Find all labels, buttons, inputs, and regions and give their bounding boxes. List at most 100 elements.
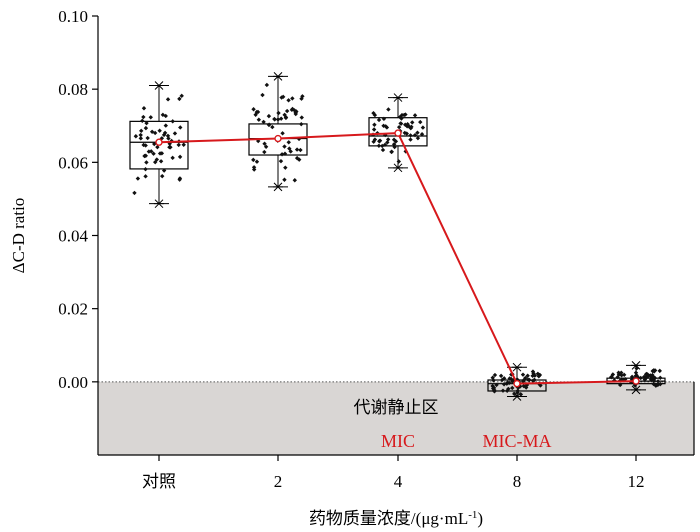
x-tick-label: 4 bbox=[394, 472, 403, 491]
data-point bbox=[260, 92, 265, 98]
data-point bbox=[255, 109, 261, 115]
mean-marker bbox=[513, 379, 521, 388]
data-point bbox=[144, 160, 149, 165]
data-point bbox=[143, 174, 148, 179]
data-point bbox=[256, 117, 262, 122]
data-point bbox=[278, 116, 284, 121]
data-point bbox=[145, 135, 150, 141]
data-point bbox=[141, 114, 146, 120]
data-point bbox=[653, 383, 659, 388]
data-point bbox=[507, 376, 512, 381]
mean-marker bbox=[632, 377, 640, 385]
mean-trend-line bbox=[158, 132, 637, 385]
data-point bbox=[141, 106, 147, 111]
data-point bbox=[294, 155, 300, 161]
data-point bbox=[498, 373, 504, 379]
data-point bbox=[391, 142, 397, 147]
data-point bbox=[521, 383, 526, 389]
box-4 bbox=[368, 93, 428, 173]
x-tick-label: 2 bbox=[274, 472, 283, 491]
data-point bbox=[135, 176, 141, 181]
extreme-marker bbox=[154, 199, 164, 209]
data-point bbox=[262, 141, 267, 146]
data-point bbox=[292, 178, 297, 183]
data-point bbox=[154, 157, 160, 162]
data-point bbox=[629, 374, 635, 380]
data-point bbox=[520, 372, 526, 377]
data-point bbox=[492, 389, 497, 394]
zone-label: 代谢静止区 bbox=[354, 398, 439, 418]
data-point bbox=[494, 382, 499, 388]
extreme-marker bbox=[631, 361, 641, 370]
data-point bbox=[143, 143, 148, 148]
data-point bbox=[279, 152, 285, 157]
y-tick-label: 0.06 bbox=[58, 153, 88, 172]
data-point bbox=[283, 165, 288, 170]
data-point bbox=[525, 373, 530, 378]
y-tick-label: 0.08 bbox=[58, 80, 88, 99]
data-point bbox=[170, 119, 175, 124]
data-point bbox=[514, 377, 520, 382]
data-point bbox=[371, 139, 376, 144]
data-point bbox=[298, 147, 303, 153]
data-point bbox=[168, 145, 173, 150]
data-point bbox=[403, 112, 408, 117]
data-point bbox=[254, 159, 260, 164]
data-point bbox=[619, 373, 624, 378]
data-point bbox=[384, 125, 390, 130]
data-point bbox=[152, 141, 157, 147]
y-axis-title: ΔC-D ratio bbox=[9, 198, 28, 274]
mean-marker bbox=[274, 134, 282, 143]
extreme-marker bbox=[154, 81, 164, 90]
data-point bbox=[616, 370, 621, 375]
data-point bbox=[286, 140, 291, 145]
data-point bbox=[642, 377, 648, 382]
data-point bbox=[267, 122, 272, 127]
data-point bbox=[282, 177, 287, 182]
data-point bbox=[163, 113, 168, 119]
data-point bbox=[396, 124, 402, 130]
data-point bbox=[420, 125, 426, 130]
data-point bbox=[158, 159, 164, 164]
data-point bbox=[396, 159, 401, 164]
data-point bbox=[146, 149, 152, 154]
data-point bbox=[532, 377, 537, 383]
data-point bbox=[398, 121, 403, 126]
data-point bbox=[299, 121, 304, 127]
data-point bbox=[149, 129, 155, 134]
data-point bbox=[405, 121, 410, 127]
data-point bbox=[658, 381, 663, 387]
data-point bbox=[157, 128, 162, 133]
mean-marker bbox=[155, 138, 163, 146]
data-point bbox=[144, 120, 149, 126]
mean-markers bbox=[155, 129, 640, 388]
data-point bbox=[502, 376, 507, 381]
extreme-marker bbox=[512, 362, 522, 372]
data-point bbox=[492, 372, 498, 378]
data-point bbox=[251, 157, 256, 163]
data-point bbox=[381, 123, 386, 128]
data-point bbox=[143, 167, 148, 172]
y-tick-label: 0.04 bbox=[58, 227, 88, 246]
data-point bbox=[159, 136, 165, 141]
data-point bbox=[532, 373, 538, 378]
data-point bbox=[149, 149, 154, 154]
data-point bbox=[525, 377, 531, 382]
data-point bbox=[161, 168, 167, 173]
box-iqr bbox=[368, 117, 428, 147]
data-point bbox=[491, 385, 497, 391]
data-point bbox=[377, 138, 382, 144]
x-tick-label: 12 bbox=[628, 472, 645, 491]
data-point bbox=[262, 149, 267, 155]
data-point bbox=[165, 133, 171, 139]
data-point bbox=[261, 119, 266, 125]
data-point bbox=[141, 142, 146, 148]
data-point bbox=[634, 366, 639, 371]
data-point bbox=[622, 372, 627, 378]
data-point bbox=[280, 94, 286, 100]
data-point bbox=[371, 127, 377, 132]
data-point bbox=[381, 116, 387, 122]
data-point bbox=[506, 380, 512, 386]
annotations-layer: MIC MIC-MA bbox=[381, 431, 552, 451]
data-point bbox=[143, 153, 148, 158]
